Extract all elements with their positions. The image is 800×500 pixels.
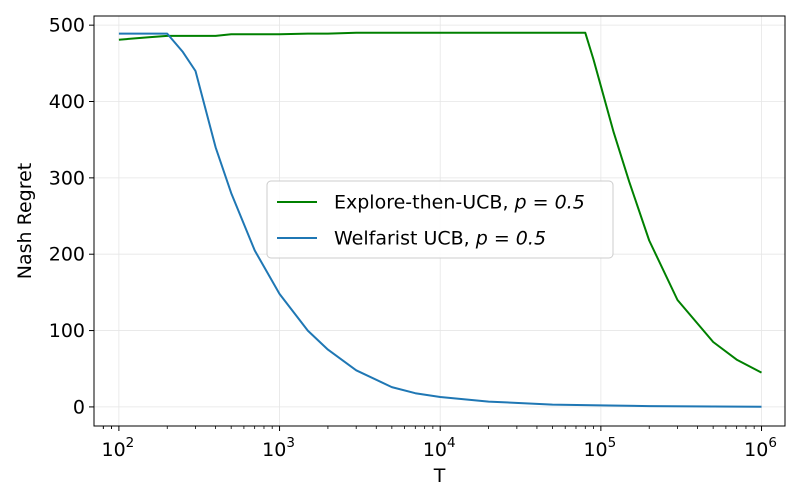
y-tick-label: 200 bbox=[49, 244, 85, 266]
x-tick-base: 10 bbox=[262, 439, 286, 461]
y-tick-label: 300 bbox=[49, 167, 85, 189]
x-tick-label: 106 bbox=[744, 435, 777, 461]
x-tick-label: 105 bbox=[583, 435, 616, 461]
y-tick-label: 500 bbox=[49, 15, 85, 37]
x-tick-exponent: 5 bbox=[608, 435, 617, 451]
x-tick-base: 10 bbox=[101, 439, 125, 461]
legend-series-name: Welfarist UCB, bbox=[334, 228, 476, 250]
legend-box bbox=[266, 180, 614, 259]
y-tick-label: 0 bbox=[73, 396, 85, 418]
x-tick-label: 102 bbox=[101, 435, 134, 461]
y-tick-label: 400 bbox=[49, 91, 85, 113]
x-tick-exponent: 2 bbox=[126, 435, 135, 451]
legend-label: Welfarist UCB, p = 0.5 bbox=[334, 228, 546, 250]
x-tick-label: 104 bbox=[423, 435, 456, 461]
x-tick-label: 103 bbox=[262, 435, 295, 461]
legend-series-name: Explore-then-UCB, bbox=[334, 192, 515, 214]
y-tick-label: 100 bbox=[49, 320, 85, 342]
y-axis-label: Nash Regret bbox=[14, 163, 36, 279]
legend-label: Explore-then-UCB, p = 0.5 bbox=[334, 192, 585, 214]
series-line-1 bbox=[118, 32, 762, 408]
series-layer bbox=[118, 31, 762, 408]
x-tick-base: 10 bbox=[744, 439, 768, 461]
x-tick-base: 10 bbox=[583, 439, 607, 461]
legend-series-math: p = 0.5 bbox=[475, 228, 546, 250]
x-tick-exponent: 6 bbox=[768, 435, 777, 451]
legend-series-math: p = 0.5 bbox=[514, 192, 585, 214]
x-axis-label: T bbox=[433, 465, 446, 487]
series-line-0 bbox=[118, 31, 762, 374]
x-tick-base: 10 bbox=[423, 439, 447, 461]
plot-frame bbox=[93, 15, 786, 427]
x-tick-exponent: 4 bbox=[447, 435, 456, 451]
grid bbox=[94, 16, 785, 426]
x-tick-exponent: 3 bbox=[286, 435, 295, 451]
